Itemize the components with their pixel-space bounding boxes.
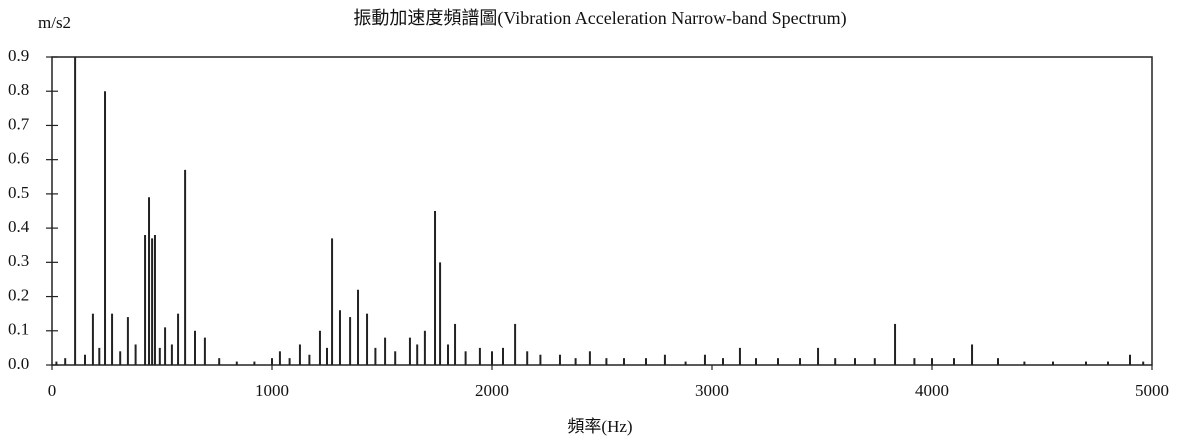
y-tick-label: 0.6 [8, 149, 29, 168]
x-axis-label: 頻率(Hz) [567, 417, 632, 436]
x-tick-label: 2000 [475, 381, 509, 400]
chart-title: 振動加速度頻譜圖(Vibration Acceleration Narrow-b… [353, 8, 846, 29]
y-tick-label: 0.8 [8, 80, 29, 99]
x-tick-label: 0 [48, 381, 57, 400]
y-tick-label: 0.9 [8, 46, 29, 65]
y-axis-label: m/s2 [38, 13, 71, 32]
y-tick-label: 0.7 [8, 114, 30, 133]
x-tick-label: 5000 [1135, 381, 1169, 400]
y-tick-label: 0.4 [8, 217, 30, 236]
x-tick-label: 4000 [915, 381, 949, 400]
y-tick-label: 0.5 [8, 183, 29, 202]
plot-frame [51, 56, 1153, 366]
y-tick-label: 0.3 [8, 251, 29, 270]
x-tick-label: 1000 [255, 381, 289, 400]
y-tick-label: 0.1 [8, 320, 29, 339]
y-tick-label: 0.2 [8, 285, 29, 304]
y-tick-label: 0.0 [8, 354, 29, 373]
x-tick-label: 3000 [695, 381, 729, 400]
